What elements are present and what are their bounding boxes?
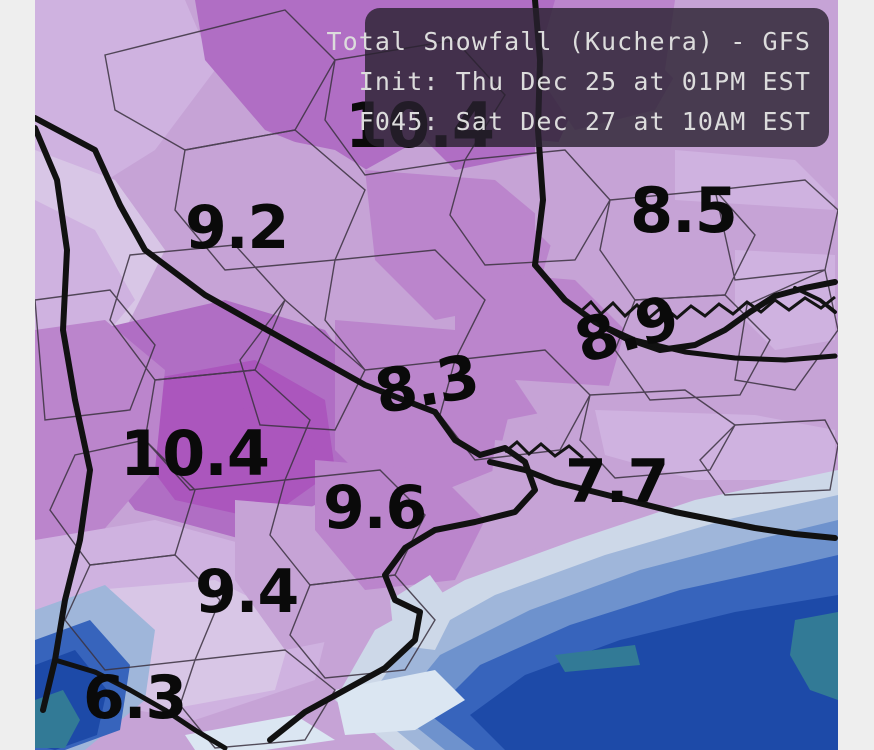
forecast-init-time: Init: Thu Dec 25 at 01PM EST — [358, 67, 811, 96]
forecast-info-panel: Total Snowfall (Kuchera) - GFS Init: Thu… — [326, 8, 829, 147]
forecast-valid-time: F045: Sat Dec 27 at 10AM EST — [358, 107, 811, 136]
coastline-texture — [504, 295, 836, 460]
forecast-title: Total Snowfall (Kuchera) - GFS — [326, 27, 811, 56]
state-borders — [35, 0, 838, 750]
